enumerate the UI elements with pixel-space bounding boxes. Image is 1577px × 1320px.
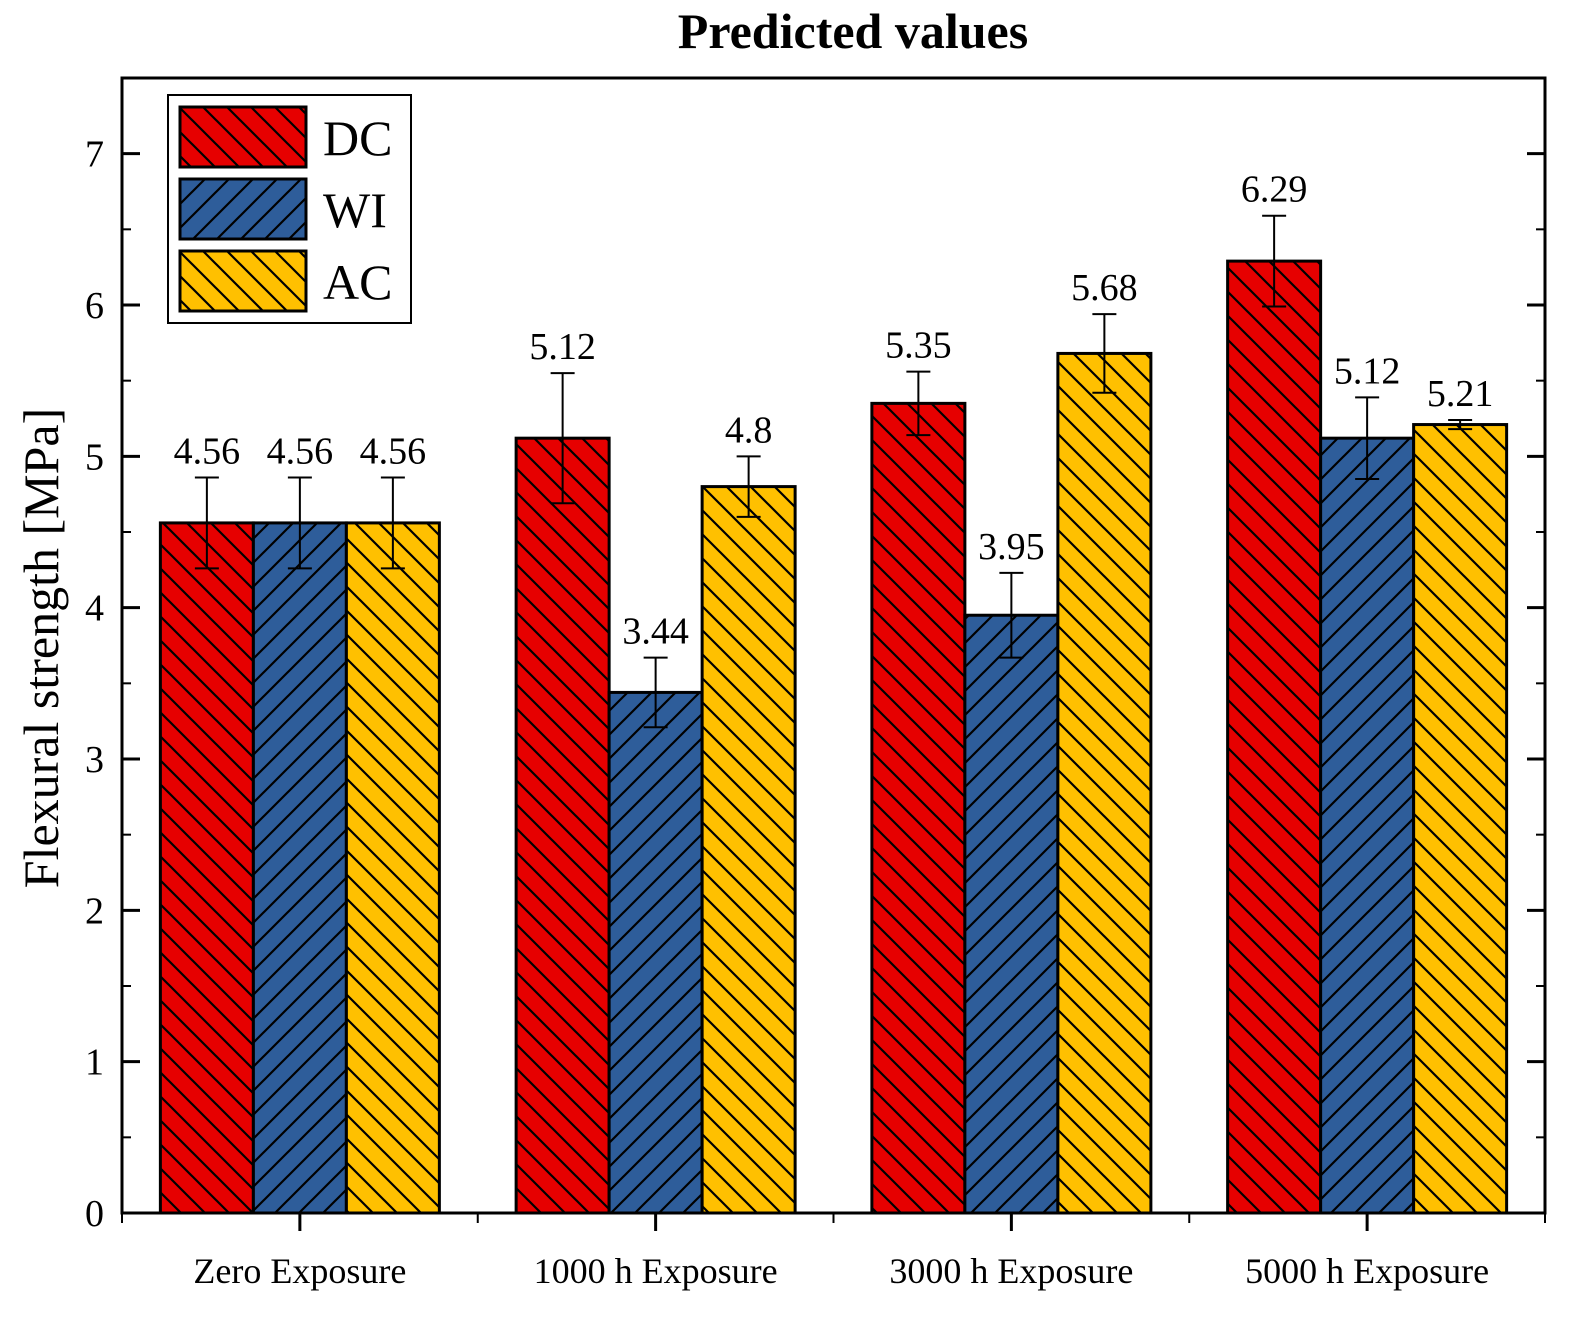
bar-hatch-ac-2 [1056,351,1153,1215]
legend-swatch-hatch-dc [178,105,308,169]
bar-hatch-ac-0 [344,521,441,1215]
bar-hatch-ac-1 [700,485,797,1215]
data-label-dc-0: 4.56 [174,431,241,473]
bar-hatch-dc-0 [158,521,255,1215]
legend-label-dc: DC [323,110,392,166]
y-tick-label-5: 5 [85,436,104,478]
plot-area: 4.56 4.56 4.56 5.12 3.44 4.8 5.35 3.95 5.68 6.29 5… [158,169,1509,1215]
data-label-dc-3: 6.29 [1241,169,1308,211]
bar-hatch-wi-1 [607,690,704,1215]
legend-label-ac: AC [323,254,392,310]
data-label-dc-1: 5.12 [529,326,596,368]
bar-hatch-dc-1 [514,436,611,1215]
data-label-ac-3: 5.21 [1427,373,1494,415]
legend: DC WI AC [167,94,412,324]
x-tick-label-1: 1000 h Exposure [534,1251,778,1291]
data-label-ac-0: 4.56 [360,431,427,473]
y-axis-label: Flexural strength [MPa] [13,408,69,888]
y-tick-label-3: 3 [85,739,104,781]
data-label-wi-0: 4.56 [267,431,334,473]
data-label-wi-2: 3.95 [978,526,1045,568]
y-tick-label-4: 4 [85,588,104,630]
y-tick-label-2: 2 [85,890,104,932]
axes: 0 1 2 3 4 5 6 7 Zero Exposure 1000 h Exposure 3000… [85,76,1547,1291]
data-label-ac-2: 5.68 [1071,267,1138,309]
legend-swatch-hatch-wi [178,177,308,241]
y-tick-label-7: 7 [85,134,104,176]
bar-hatch-wi-0 [251,521,348,1215]
bar-hatch-wi-3 [1319,436,1416,1215]
data-label-wi-1: 3.44 [622,611,689,653]
bar-hatch-ac-3 [1412,423,1509,1215]
x-tick-label-0: Zero Exposure [193,1251,406,1291]
bar-hatch-wi-2 [963,613,1060,1215]
data-label-ac-1: 4.8 [725,409,773,451]
legend-label-wi: WI [323,182,387,238]
data-label-dc-2: 5.35 [885,325,952,367]
data-label-wi-3: 5.12 [1334,350,1401,392]
bar-hatch-dc-2 [870,401,967,1215]
legend-swatch-hatch-ac [178,249,308,313]
chart-title: Predicted values [678,3,1028,59]
y-tick-label-1: 1 [85,1042,104,1084]
bar-hatch-dc-3 [1226,259,1323,1215]
y-tick-label-6: 6 [85,285,104,327]
x-tick-label-3: 5000 h Exposure [1245,1251,1489,1291]
x-tick-label-2: 3000 h Exposure [889,1251,1133,1291]
y-tick-label-0: 0 [85,1193,104,1235]
